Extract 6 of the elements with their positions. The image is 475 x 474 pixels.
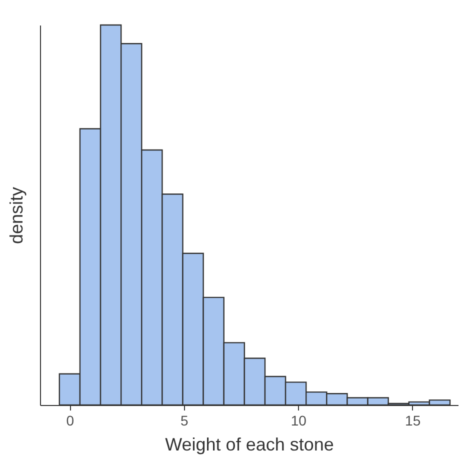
x-tick-label: 5 [180, 412, 189, 428]
x-tick-label: 0 [66, 412, 74, 428]
x-axis-title: Weight of each stone [165, 434, 334, 454]
y-axis-title: density [6, 186, 26, 244]
x-tick-label: 10 [290, 412, 307, 428]
x-tick-label: 15 [405, 412, 421, 428]
